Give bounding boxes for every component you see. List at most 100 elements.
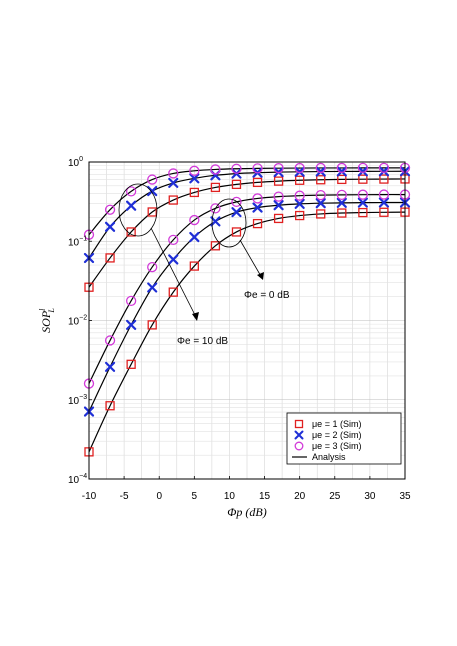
- data-point-circle: [252, 163, 263, 174]
- x-marker-stroke: [294, 198, 305, 210]
- y-tick-label: 10−2: [68, 315, 87, 328]
- x-tick-label: 20: [294, 491, 306, 502]
- legend-label: μe = 1 (Sim): [312, 419, 361, 429]
- data-point-x: [294, 198, 305, 210]
- x-marker-stroke: [168, 254, 179, 265]
- x-tick-label: -10: [82, 491, 97, 502]
- legend-label: Analysis: [312, 452, 346, 462]
- x-marker-stroke: [357, 197, 368, 208]
- data-point-circle: [210, 164, 221, 175]
- y-axis-ticks: 100 10−1 10−2 10−3 10−4: [68, 156, 92, 486]
- data-point-circle: [231, 196, 242, 208]
- x-tick-label: 30: [364, 491, 376, 502]
- data-point-circle: [294, 162, 305, 174]
- y-tick-label: 100: [68, 156, 83, 169]
- data-point-circle: [336, 189, 347, 201]
- x-marker-stroke: [147, 282, 158, 293]
- data-point-x: [147, 185, 158, 197]
- x-marker-stroke: [252, 202, 263, 213]
- x-marker-stroke: [294, 430, 304, 440]
- data-point-square: [252, 218, 263, 229]
- data-point-square: [295, 210, 305, 221]
- data-point-x: [357, 166, 368, 177]
- x-marker-stroke: [336, 197, 347, 208]
- x-tick-label: 35: [399, 491, 411, 502]
- analysis-curve: [88, 178, 406, 288]
- y-axis-label-sub: L: [47, 308, 56, 314]
- data-point-x: [104, 361, 116, 372]
- data-point-x: [252, 202, 263, 213]
- x-marker-stroke: [336, 166, 347, 177]
- x-tick-label: -5: [120, 491, 129, 502]
- x-tick-label: 15: [259, 491, 271, 502]
- data-point-square: [252, 177, 263, 188]
- data-point-x: [189, 173, 200, 184]
- data-point-square: [231, 179, 242, 190]
- x-marker-stroke: [315, 166, 326, 177]
- x-marker-stroke: [189, 231, 200, 243]
- data-point-circle: [168, 168, 179, 179]
- data-point-x: [315, 166, 326, 177]
- annotation-phi-e-10db: Φe = 10 dB: [177, 336, 228, 347]
- x-marker-stroke: [147, 185, 158, 197]
- annotation-arrow-10db: [150, 227, 198, 320]
- analysis-curve: [88, 211, 406, 453]
- data-point-circle: [378, 189, 390, 200]
- data-point-x: [378, 197, 390, 208]
- data-point-circle: [315, 162, 326, 174]
- annotation-phi-e-0db: Φe = 0 dB: [244, 290, 290, 301]
- data-point-square: [168, 287, 178, 297]
- legend-label: μe = 2 (Sim): [312, 430, 361, 440]
- data-point-square: [358, 207, 368, 218]
- data-point-x: [147, 282, 158, 293]
- data-point-square: [337, 208, 347, 218]
- annotations: Φe = 0 dB Φe = 10 dB: [118, 183, 290, 347]
- x-marker-stroke: [357, 166, 368, 177]
- data-point-circle: [336, 162, 347, 174]
- legend-square-swatch: [294, 419, 304, 429]
- data-point-x: [273, 200, 284, 211]
- legend-x-swatch: [294, 430, 304, 440]
- data-point-square: [126, 227, 136, 237]
- x-marker-stroke: [104, 221, 116, 232]
- y-axis-label: SOPlL: [38, 308, 56, 333]
- x-marker-stroke: [126, 200, 137, 211]
- data-point-square: [168, 195, 178, 205]
- data-point-x: [378, 166, 390, 177]
- data-point-circle: [168, 234, 179, 246]
- analysis-curve: [88, 201, 406, 412]
- data-point-circle: [104, 335, 116, 346]
- data-point-circle: [273, 191, 284, 202]
- x-marker-stroke: [378, 197, 390, 208]
- data-point-square: [189, 261, 199, 271]
- data-point-x: [168, 254, 179, 265]
- data-point-circle: [125, 295, 137, 306]
- data-point-circle: [252, 193, 263, 204]
- analysis-curve: [88, 193, 406, 384]
- data-point-x: [168, 177, 179, 188]
- data-point-circle: [378, 162, 390, 174]
- data-point-square: [231, 227, 242, 237]
- x-tick-label: 5: [192, 491, 198, 502]
- data-point-circle: [231, 163, 242, 174]
- y-tick-label: 10−1: [68, 235, 87, 248]
- legend-box: [286, 412, 402, 465]
- data-point-square: [379, 207, 389, 217]
- data-point-square: [337, 174, 347, 185]
- data-point-circle: [210, 203, 221, 214]
- x-tick-label: 25: [329, 491, 341, 502]
- data-point-square: [147, 320, 157, 330]
- data-point-square: [316, 209, 326, 219]
- legend: μe = 1 (Sim)μe = 2 (Sim)μe = 3 (Sim)Anal…: [286, 412, 402, 465]
- data-point-circle: [189, 214, 200, 226]
- data-point-circle: [147, 174, 158, 185]
- analysis-curve: [88, 170, 406, 259]
- data-point-square: [210, 241, 221, 251]
- x-tick-label: 0: [156, 491, 162, 502]
- simulation-markers: [83, 162, 411, 457]
- data-point-circle: [357, 162, 369, 174]
- data-point-circle: [104, 204, 116, 215]
- data-point-x: [126, 200, 137, 211]
